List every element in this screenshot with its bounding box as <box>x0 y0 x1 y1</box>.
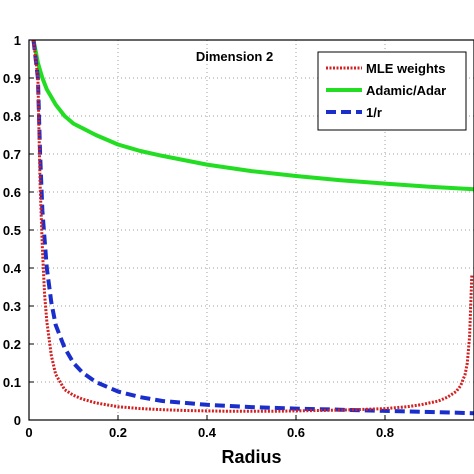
x-tick-label: 0.6 <box>287 425 305 440</box>
annotation-dimension: Dimension 2 <box>196 49 273 64</box>
y-tick-label: 1 <box>14 33 21 48</box>
legend-label: Adamic/Adar <box>366 83 446 98</box>
y-tick-label: 0.3 <box>3 299 21 314</box>
x-tick-label: 0.8 <box>376 425 394 440</box>
legend: MLE weights Adamic/Adar 1/r <box>317 51 467 131</box>
y-tick-label: 0.7 <box>3 147 21 162</box>
x-tick-label: 0.4 <box>198 425 217 440</box>
series-line-adamic-adar <box>31 39 474 192</box>
y-tick-label: 0.1 <box>3 375 21 390</box>
ticks: 0 0.2 0.4 0.6 0.8 0 0.1 0.2 0.3 0.4 0.5 0.6 0.7 0.8 0.… <box>3 33 394 440</box>
series-layer <box>31 39 474 416</box>
x-axis-label: Radius <box>221 447 281 467</box>
legend-label: 1/r <box>366 105 382 120</box>
y-tick-label: 0.6 <box>3 185 21 200</box>
y-tick-label: 0.2 <box>3 337 21 352</box>
grid <box>29 40 474 420</box>
series-line-mle-weights <box>32 39 474 413</box>
y-tick-label: 0 <box>14 413 21 428</box>
x-tick-label: 0 <box>25 425 32 440</box>
y-tick-label: 0.9 <box>3 71 21 86</box>
y-tick-label: 0.5 <box>3 223 21 238</box>
y-tick-label: 0.8 <box>3 109 21 124</box>
y-tick-label: 0.4 <box>3 261 22 276</box>
legend-label: MLE weights <box>366 61 445 76</box>
x-tick-label: 0.2 <box>109 425 127 440</box>
